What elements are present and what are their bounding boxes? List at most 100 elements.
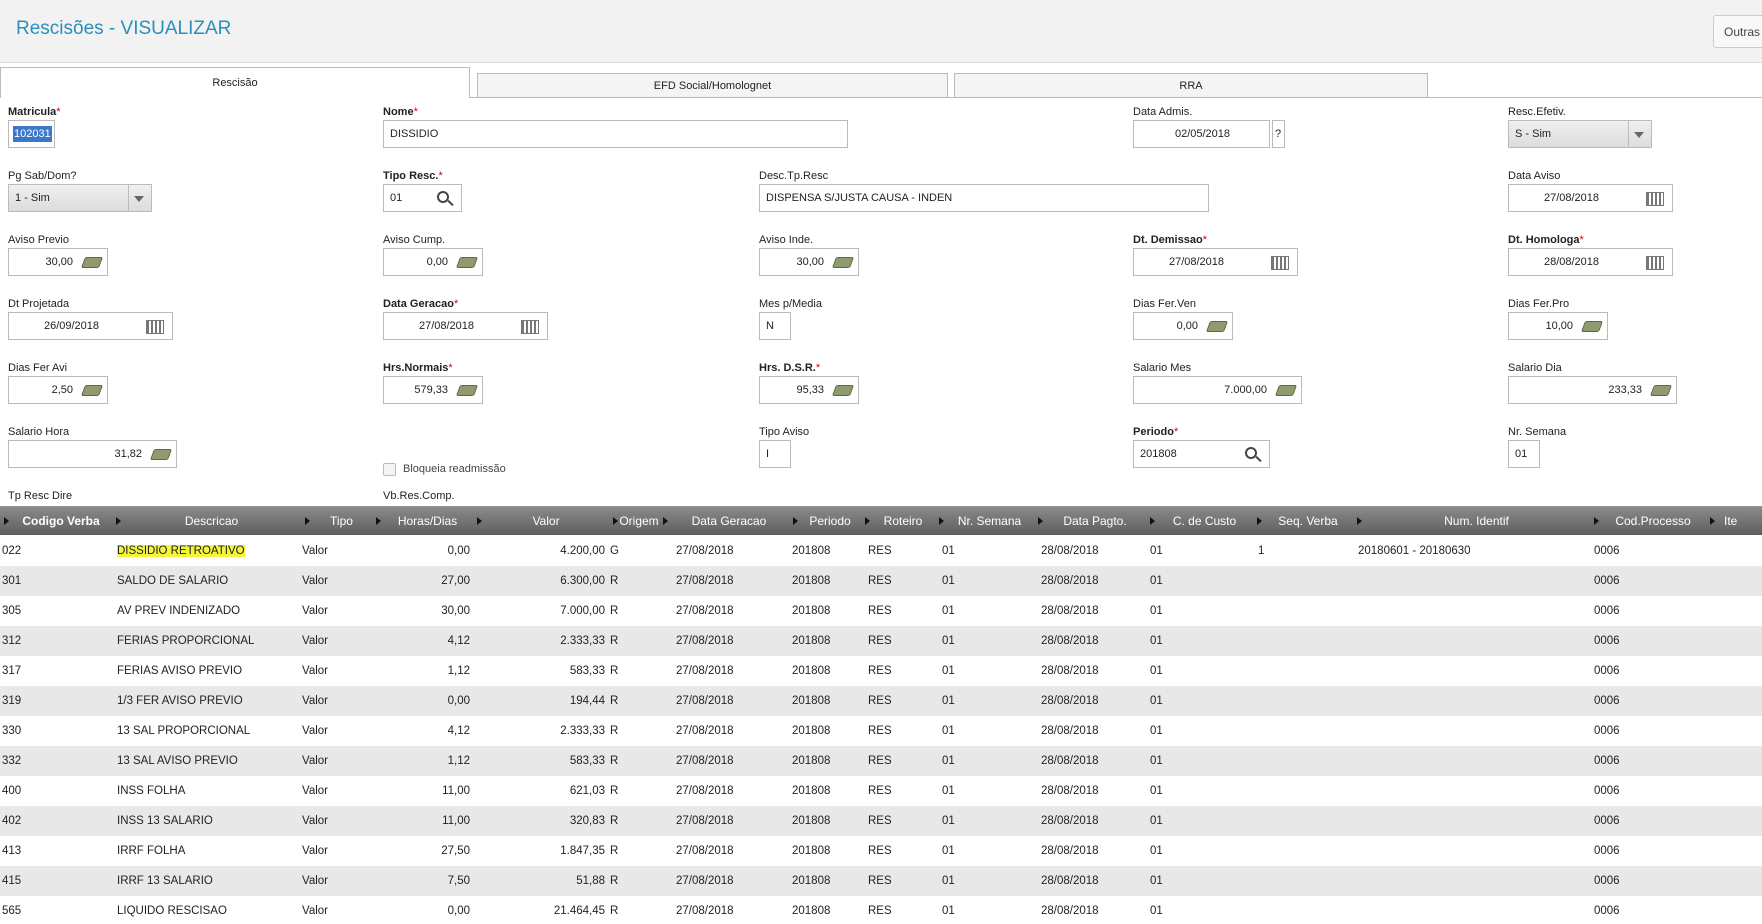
column-sort-arrow[interactable]	[1357, 517, 1362, 525]
grid-cell: AV PREV INDENIZADO	[117, 605, 241, 617]
checkbox[interactable]	[383, 463, 396, 476]
grid-cell: 28/08/2018	[1041, 845, 1099, 857]
column-sort-arrow[interactable]	[865, 517, 870, 525]
column-sort-arrow[interactable]	[4, 517, 9, 525]
label-text: Dt. Homologa	[1508, 234, 1580, 246]
column-sort-arrow[interactable]	[1150, 517, 1155, 525]
field-label: Nr. Semana	[1508, 426, 1566, 438]
input-field[interactable]: 7.000,00	[1133, 376, 1302, 404]
column-header[interactable]: Codigo Verba	[22, 514, 100, 528]
input-value: 95,33	[796, 384, 824, 396]
input-field[interactable]: 30,00	[8, 248, 108, 276]
required-mark: *	[1173, 426, 1179, 438]
grid-cell: Valor	[302, 665, 328, 677]
column-header[interactable]: Seq. Verba	[1278, 514, 1338, 528]
grid-cell: 201808	[792, 605, 831, 617]
page-title: Rescisões - VISUALIZAR	[16, 18, 232, 39]
input-field[interactable]: I	[759, 440, 791, 468]
help-button[interactable]: ?	[1272, 120, 1285, 148]
grid-cell: 27/08/2018	[676, 845, 734, 857]
label-text: Matricula	[8, 106, 57, 118]
grid-cell: 27/08/2018	[676, 905, 734, 917]
input-field[interactable]: DISPENSA S/JUSTA CAUSA - INDEN	[759, 184, 1209, 212]
grid-cell: 1.847,35	[560, 845, 605, 857]
input-field[interactable]: 02/05/2018	[1133, 120, 1270, 148]
input-field[interactable]: 10,00	[1508, 312, 1608, 340]
tab[interactable]: EFD Social/Homolognet	[477, 73, 948, 97]
input-field[interactable]: 01	[1508, 440, 1540, 468]
field-label: Aviso Inde.	[759, 234, 813, 246]
grid-cell: 0006	[1594, 635, 1620, 647]
column-sort-arrow[interactable]	[663, 517, 668, 525]
input-field[interactable]: 27/08/2018	[383, 312, 548, 340]
column-sort-arrow[interactable]	[1038, 517, 1043, 525]
column-sort-arrow[interactable]	[376, 517, 381, 525]
input-value: 579,33	[414, 384, 448, 396]
select-divider	[128, 185, 129, 211]
actions-button[interactable]: Outras A	[1713, 15, 1762, 48]
column-header[interactable]: Num. Identif	[1444, 514, 1509, 528]
column-sort-arrow[interactable]	[305, 517, 310, 525]
select-arrow	[134, 196, 144, 202]
input-field[interactable]: S - Sim	[1508, 120, 1652, 148]
money-icon	[1580, 321, 1604, 332]
grid-cell: 28/08/2018	[1041, 695, 1099, 707]
label-text: Mes p/Media	[759, 298, 822, 310]
column-sort-arrow[interactable]	[613, 517, 618, 525]
column-header[interactable]: Horas/Dias	[397, 514, 458, 528]
column-sort-arrow[interactable]	[939, 517, 944, 525]
input-field[interactable]: DISSIDIO	[383, 120, 848, 148]
grid-cell: R	[610, 665, 619, 677]
input-field[interactable]: 28/08/2018	[1508, 248, 1673, 276]
input-field[interactable]: 0,00	[1133, 312, 1233, 340]
column-header[interactable]: Roteiro	[883, 514, 923, 528]
label-text: Hrs. D.S.R.	[759, 362, 816, 374]
input-field[interactable]: N	[759, 312, 791, 340]
input-field[interactable]: 26/09/2018	[8, 312, 173, 340]
required-mark: *	[1202, 234, 1207, 246]
input-field[interactable]: 201808	[1133, 440, 1270, 468]
input-value: 201808	[1140, 448, 1177, 460]
input-field[interactable]: 31,82	[8, 440, 177, 468]
column-header[interactable]: Valor	[532, 514, 560, 528]
column-header[interactable]: Nr. Semana	[957, 514, 1022, 528]
column-sort-arrow[interactable]	[116, 517, 121, 525]
input-field[interactable]: 2,50	[8, 376, 108, 404]
grid-cell: 28/08/2018	[1041, 905, 1099, 917]
search-handle	[1255, 455, 1262, 463]
column-header[interactable]: Cod.Processo	[1615, 514, 1691, 528]
input-value: DISPENSA S/JUSTA CAUSA - INDEN	[766, 192, 953, 204]
tab[interactable]: RRA	[954, 73, 1428, 97]
column-header[interactable]: Periodo	[809, 514, 851, 528]
column-header[interactable]: Origem	[619, 514, 659, 528]
grid-cell: 01	[1150, 785, 1163, 797]
input-field[interactable]: 233,33	[1508, 376, 1677, 404]
grid-cell: 332	[2, 755, 22, 767]
input-field[interactable]: 579,33	[383, 376, 483, 404]
column-header[interactable]: Data Geracao	[691, 514, 767, 528]
input-field[interactable]: 95,33	[759, 376, 859, 404]
column-header[interactable]: Descricao	[184, 514, 239, 528]
grid-cell: 01	[1150, 635, 1163, 647]
required-mark: *	[815, 362, 821, 374]
column-sort-arrow[interactable]	[793, 517, 798, 525]
column-sort-arrow[interactable]	[477, 517, 482, 525]
column-sort-arrow[interactable]	[1710, 517, 1715, 525]
column-header[interactable]: C. de Custo	[1172, 514, 1237, 528]
input-field[interactable]: 1 - Sim	[8, 184, 152, 212]
input-field[interactable]: 27/08/2018	[1508, 184, 1673, 212]
column-header[interactable]: Ite	[1724, 514, 1738, 528]
input-field[interactable]: 0,00	[383, 248, 483, 276]
tab[interactable]: Rescisão	[0, 67, 470, 98]
grid-cell: RES	[868, 575, 892, 587]
column-sort-arrow[interactable]	[1594, 517, 1599, 525]
column-header[interactable]: Data Pagto.	[1063, 514, 1127, 528]
input-field[interactable]: 30,00	[759, 248, 859, 276]
column-header[interactable]: Tipo	[330, 514, 353, 528]
input-field[interactable]: 01	[383, 184, 462, 212]
input-field[interactable]: 27/08/2018	[1133, 248, 1298, 276]
column-sort-arrow[interactable]	[1257, 517, 1262, 525]
grid-cell: 27,50	[441, 845, 470, 857]
input-field[interactable]: 102031	[8, 120, 55, 148]
input-value: DISSIDIO	[390, 128, 439, 140]
